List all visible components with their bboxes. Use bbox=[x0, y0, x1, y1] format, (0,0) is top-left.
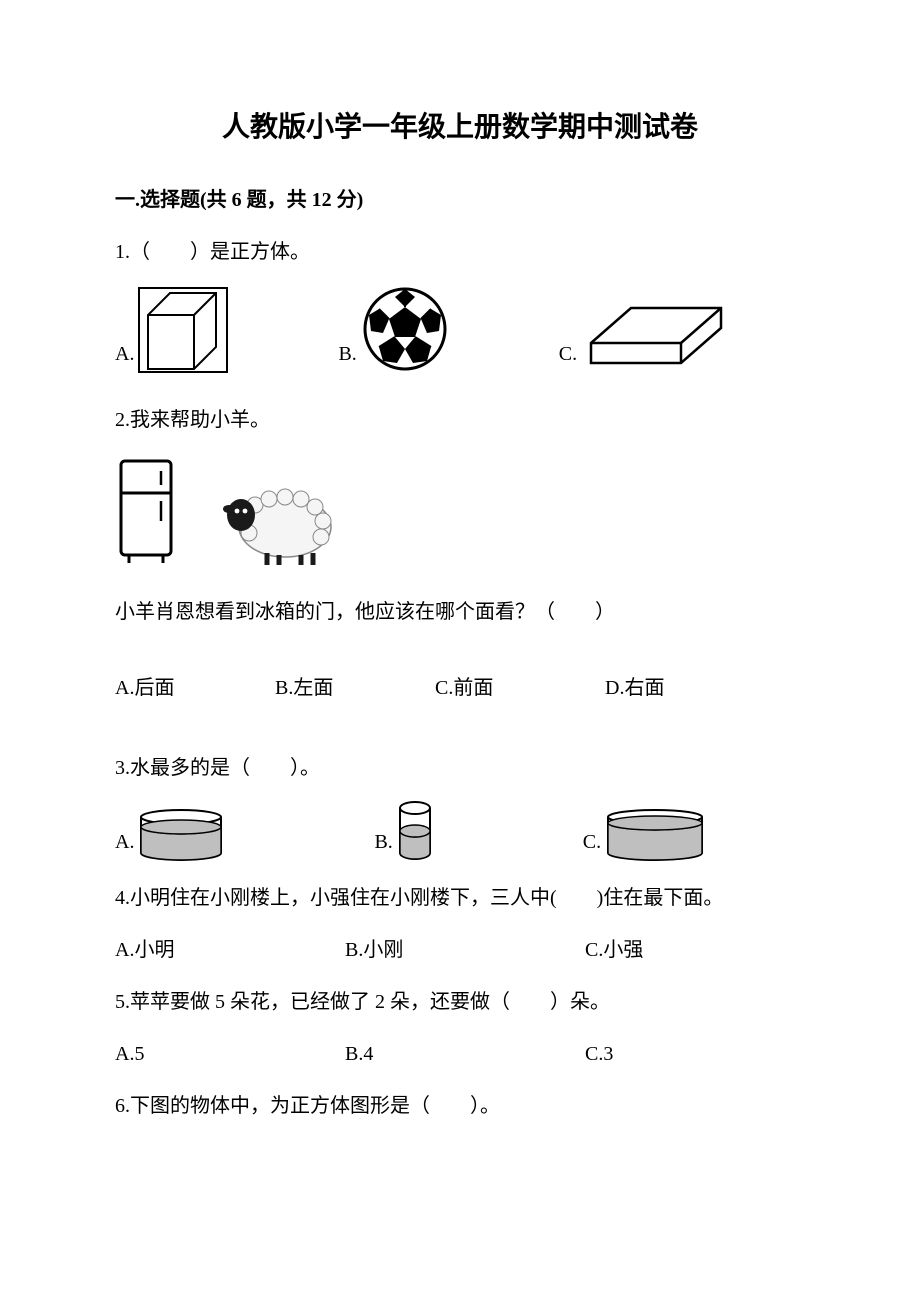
q3-options: A. B. C. bbox=[115, 801, 805, 861]
q5-options: A.5 B.4 C.3 bbox=[115, 1035, 805, 1073]
q5-c: C.3 bbox=[585, 1035, 613, 1073]
q1-c-label: C. bbox=[559, 335, 577, 373]
cuboid-icon bbox=[581, 293, 731, 373]
question-2: 2.我来帮助小羊。 bbox=[115, 401, 805, 439]
q4-options: A.小明 B.小刚 C.小强 bbox=[115, 931, 805, 969]
question-1: 1.（ ）是正方体。 bbox=[115, 233, 805, 271]
q4-b: B.小刚 bbox=[345, 931, 585, 969]
q3-option-b: B. bbox=[374, 801, 432, 861]
q2-d: D.右面 bbox=[605, 669, 664, 707]
page-title: 人教版小学一年级上册数学期中测试卷 bbox=[115, 100, 805, 153]
water-cup-c-icon bbox=[605, 809, 705, 861]
q1-b-label: B. bbox=[338, 335, 356, 373]
question-3: 3.水最多的是（ ）。 bbox=[115, 749, 805, 787]
q4-c: C.小强 bbox=[585, 931, 643, 969]
q2-a: A.后面 bbox=[115, 669, 275, 707]
question-5: 5.苹苹要做 5 朵花，已经做了 2 朵，还要做（ ）朵。 bbox=[115, 983, 805, 1021]
q1-options: A. B. bbox=[115, 285, 805, 373]
sheep-icon bbox=[219, 475, 339, 567]
question-6: 6.下图的物体中，为正方体图形是（ ）。 bbox=[115, 1087, 805, 1125]
q4-a: A.小明 bbox=[115, 931, 345, 969]
q1-option-b: B. bbox=[338, 285, 448, 373]
q2-images bbox=[115, 457, 805, 567]
q1-a-label: A. bbox=[115, 335, 134, 373]
q5-b: B.4 bbox=[345, 1035, 585, 1073]
q1-option-c: C. bbox=[559, 293, 731, 373]
question-4: 4.小明住在小刚楼上，小强住在小刚楼下，三人中( )住在最下面。 bbox=[115, 879, 805, 917]
water-cup-b-icon bbox=[397, 801, 433, 861]
q3-a-label: A. bbox=[115, 823, 134, 861]
q2-b: B.左面 bbox=[275, 669, 435, 707]
q3-option-a: A. bbox=[115, 809, 224, 861]
water-cup-a-icon bbox=[138, 809, 224, 861]
soccer-ball-icon bbox=[361, 285, 449, 373]
section-heading: 一.选择题(共 6 题，共 12 分) bbox=[115, 181, 805, 219]
q3-b-label: B. bbox=[374, 823, 392, 861]
q3-c-label: C. bbox=[583, 823, 601, 861]
q2-c: C.前面 bbox=[435, 669, 605, 707]
fridge-icon bbox=[115, 457, 177, 567]
exam-page: 人教版小学一年级上册数学期中测试卷 一.选择题(共 6 题，共 12 分) 1.… bbox=[0, 0, 920, 1302]
q1-option-a: A. bbox=[115, 287, 228, 373]
q3-option-c: C. bbox=[583, 809, 705, 861]
q2-options: A.后面 B.左面 C.前面 D.右面 bbox=[115, 669, 805, 707]
q2-desc: 小羊肖恩想看到冰箱的门，他应该在哪个面看？（ ） bbox=[115, 593, 805, 631]
q5-a: A.5 bbox=[115, 1035, 345, 1073]
cube-icon bbox=[138, 287, 228, 373]
